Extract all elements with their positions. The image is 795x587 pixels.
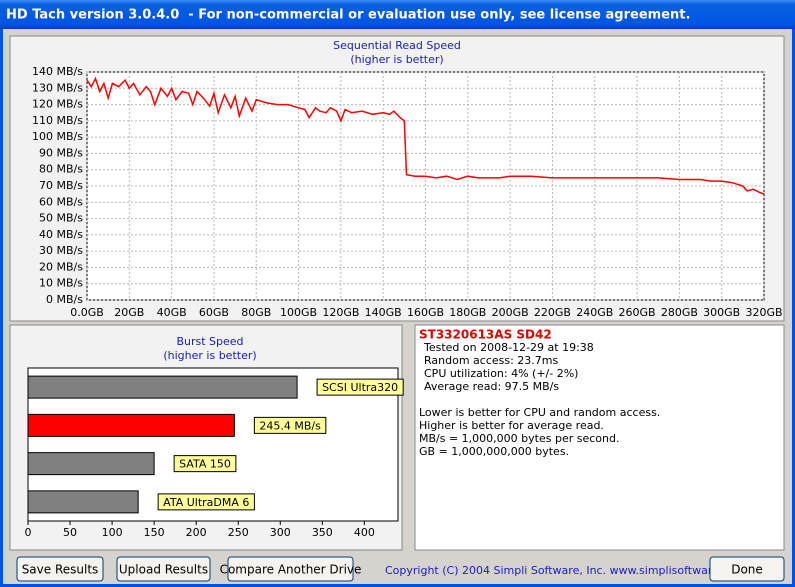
- x-tick-label: 160GB: [407, 306, 444, 319]
- info-line: Random access: 23.7ms: [424, 354, 559, 367]
- button-face[interactable]: [116, 556, 211, 582]
- info-line: Tested on 2008-12-29 at 19:38: [423, 341, 594, 354]
- button-face[interactable]: [16, 556, 104, 582]
- x-tick-label: 0.0GB: [70, 306, 104, 319]
- bar: [27, 413, 235, 437]
- bar: [27, 375, 298, 399]
- y-tick-label: 50 MB/s: [39, 212, 83, 225]
- chart-title: Burst Speed: [176, 335, 243, 348]
- y-tick-label: 70 MB/s: [39, 179, 83, 192]
- button-label[interactable]: Save Results: [22, 563, 99, 577]
- x-tick-label: 250: [228, 526, 249, 539]
- y-tick-label: 120 MB/s: [32, 98, 83, 111]
- x-tick-label: 400: [354, 526, 375, 539]
- x-tick-label: 0: [25, 526, 32, 539]
- x-tick-label: 300: [270, 526, 291, 539]
- x-tick-label: 80GB: [241, 306, 271, 319]
- bar: [27, 452, 155, 476]
- x-tick-label: 100GB: [280, 306, 317, 319]
- title-bar: [0, 0, 795, 29]
- copyright: Copyright (C) 2004 Simpli Software, Inc.…: [385, 564, 746, 577]
- info-note: MB/s = 1,000,000 bytes per second.: [419, 432, 619, 445]
- x-tick-label: 150: [144, 526, 165, 539]
- info-note: Higher is better for average read.: [419, 419, 604, 432]
- x-tick-label: 180GB: [449, 306, 486, 319]
- y-tick-label: 100 MB/s: [32, 130, 83, 143]
- x-tick-label: 320GB: [745, 306, 782, 319]
- y-tick-label: 110 MB/s: [32, 114, 83, 127]
- x-tick-label: 60GB: [199, 306, 229, 319]
- label-box: [253, 416, 327, 434]
- x-tick-label: 200: [186, 526, 207, 539]
- button-face[interactable]: [709, 556, 785, 582]
- x-tick-label: 140GB: [365, 306, 402, 319]
- x-tick-label: 40GB: [157, 306, 187, 319]
- label-box: [157, 493, 255, 511]
- bar-label: 245.4 MB/s: [259, 419, 321, 432]
- button[interactable]: Done: [709, 556, 785, 582]
- y-tick-label: 130 MB/s: [32, 81, 83, 94]
- x-tick-label: 300GB: [703, 306, 740, 319]
- window-title: HD Tach version 3.0.4.0 - For non-commer…: [6, 8, 690, 23]
- button-label[interactable]: Done: [731, 563, 763, 577]
- chart-subtitle: (higher is better): [163, 349, 256, 362]
- y-tick-label: 0 MB/s: [46, 293, 83, 306]
- button[interactable]: Compare Another Drive: [220, 556, 362, 582]
- speed-line: [86, 76, 765, 195]
- x-tick-label: 280GB: [661, 306, 698, 319]
- info-note: GB = 1,000,000,000 bytes.: [419, 445, 569, 458]
- button[interactable]: Upload Results: [116, 556, 211, 582]
- info-line: CPU utilization: 4% (+/- 2%): [424, 367, 578, 380]
- x-tick-label: 220GB: [534, 306, 571, 319]
- label-box: [316, 378, 404, 396]
- y-tick-label: 40 MB/s: [39, 228, 83, 241]
- x-tick-label: 120GB: [322, 306, 359, 319]
- chart-title: Sequential Read Speed: [333, 39, 461, 52]
- x-tick-label: 50: [63, 526, 77, 539]
- x-tick-label: 260GB: [619, 306, 656, 319]
- y-tick-label: 10 MB/s: [39, 277, 83, 290]
- info-note: Lower is better for CPU and random acces…: [419, 406, 660, 419]
- label-box: [173, 455, 237, 473]
- y-tick-label: 140 MB/s: [32, 65, 83, 78]
- x-tick-label: 200GB: [492, 306, 529, 319]
- x-tick-label: 100: [102, 526, 123, 539]
- button[interactable]: Save Results: [16, 556, 104, 582]
- chart-subtitle: (higher is better): [350, 53, 443, 66]
- bar-label: ATA UltraDMA 6: [163, 496, 249, 509]
- y-tick-label: 60 MB/s: [39, 195, 83, 208]
- x-tick-label: 350: [312, 526, 333, 539]
- x-tick-label: 240GB: [576, 306, 613, 319]
- y-tick-label: 90 MB/s: [39, 146, 83, 159]
- bar: [27, 490, 139, 514]
- info-panel: [414, 324, 785, 551]
- bar-label: SATA 150: [179, 458, 231, 471]
- drive-name: ST3320613AS SD42: [419, 328, 552, 342]
- button-label[interactable]: Compare Another Drive: [220, 563, 362, 577]
- button-face[interactable]: [227, 556, 354, 582]
- bar-label: SCSI Ultra320: [322, 381, 398, 394]
- button-label[interactable]: Upload Results: [119, 563, 208, 577]
- info-line: Average read: 97.5 MB/s: [424, 380, 559, 393]
- y-tick-label: 80 MB/s: [39, 163, 83, 176]
- x-tick-label: 20GB: [114, 306, 144, 319]
- y-tick-label: 30 MB/s: [39, 244, 83, 257]
- y-tick-label: 20 MB/s: [39, 260, 83, 273]
